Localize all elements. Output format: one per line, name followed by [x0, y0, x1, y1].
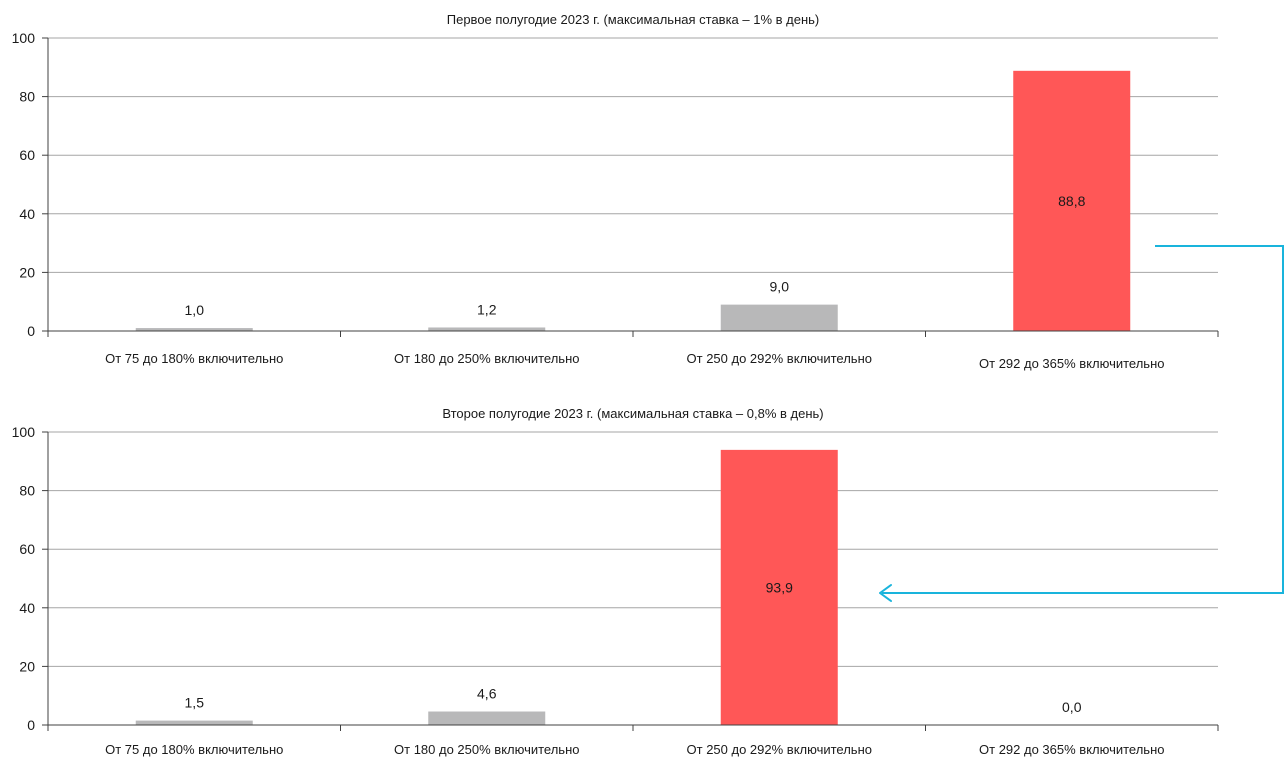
y-tick-label: 20	[19, 264, 35, 280]
x-category-label: От 250 до 292% включительно	[687, 742, 872, 757]
chart-second-half-2023: Второе полугодие 2023 г. (максимальная с…	[12, 406, 1219, 757]
bar-1	[135, 720, 253, 725]
x-category-label: От 75 до 180% включительно	[105, 351, 283, 366]
x-category-label: От 292 до 365% включительно	[979, 742, 1164, 757]
data-label: 1,5	[185, 695, 205, 711]
bar-3	[720, 304, 838, 331]
y-tick-label: 100	[12, 30, 36, 46]
bar-2	[428, 711, 546, 725]
bar-2	[428, 327, 546, 331]
data-label: 88,8	[1058, 193, 1085, 209]
x-category-label: От 180 до 250% включительно	[394, 742, 579, 757]
y-tick-label: 60	[19, 147, 35, 163]
shift-arrow	[879, 245, 1284, 602]
x-category-label: От 292 до 365% включительно	[979, 356, 1164, 371]
data-label: 1,2	[477, 301, 497, 317]
data-label: 4,6	[477, 686, 497, 702]
y-tick-label: 20	[19, 658, 35, 674]
y-tick-label: 40	[19, 600, 35, 616]
y-tick-label: 0	[27, 323, 35, 339]
bar-3	[720, 449, 838, 725]
y-tick-label: 0	[27, 717, 35, 733]
data-label: 1,0	[185, 302, 205, 318]
bar-1	[135, 328, 253, 331]
y-tick-label: 80	[19, 89, 35, 105]
x-category-label: От 75 до 180% включительно	[105, 742, 283, 757]
arrow-line	[882, 245, 1284, 594]
data-label: 0,0	[1062, 699, 1082, 715]
chart-title: Второе полугодие 2023 г. (максимальная с…	[442, 406, 823, 421]
data-label: 93,9	[766, 579, 793, 595]
y-tick-label: 40	[19, 206, 35, 222]
arrow-head	[879, 584, 892, 602]
y-tick-label: 100	[12, 424, 36, 440]
chart-first-half-2023: Первое полугодие 2023 г. (максимальная с…	[12, 12, 1219, 371]
chart-title: Первое полугодие 2023 г. (максимальная с…	[447, 12, 820, 27]
data-label: 9,0	[770, 279, 790, 295]
y-tick-label: 60	[19, 541, 35, 557]
x-category-label: От 180 до 250% включительно	[394, 351, 579, 366]
x-category-label: От 250 до 292% включительно	[687, 351, 872, 366]
bar-4	[1013, 70, 1131, 331]
y-tick-label: 80	[19, 483, 35, 499]
